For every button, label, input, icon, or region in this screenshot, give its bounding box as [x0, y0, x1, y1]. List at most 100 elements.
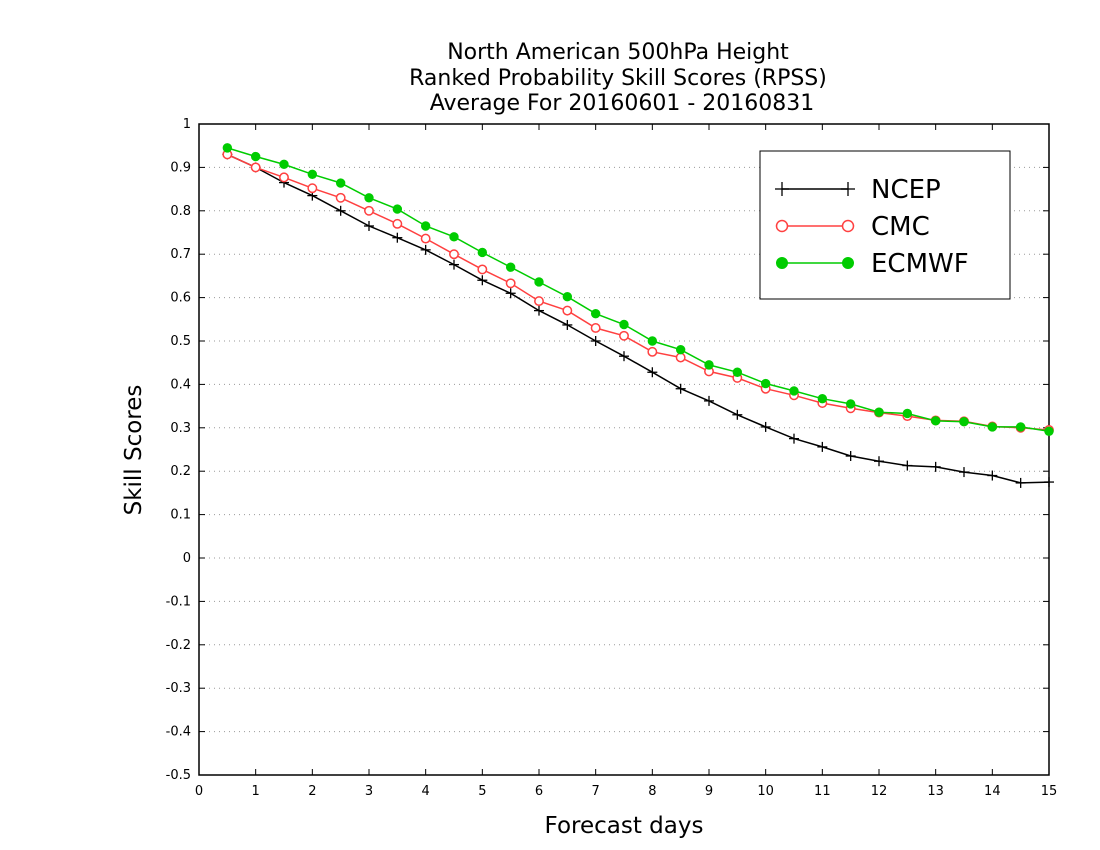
data-point-cmc: [392, 218, 403, 229]
legend-item-ecmwf: ECMWF: [776, 249, 969, 279]
data-point-ecmwf: [562, 292, 573, 302]
y-tick-label: -0.1: [166, 594, 191, 609]
data-point-ncep: [1015, 477, 1026, 488]
y-tick-label: 0.1: [170, 508, 191, 523]
data-point-ncep: [959, 467, 969, 478]
legend-item-ncep: NCEP: [775, 175, 941, 205]
series-line-ecmwf: [227, 147, 1050, 433]
data-point-ncep: [789, 433, 799, 444]
legend-label: CMC: [871, 212, 930, 242]
data-point-ecmwf: [675, 344, 686, 355]
y-tick-label: 0.3: [170, 421, 191, 436]
data-point-ncep: [392, 232, 403, 243]
data-point-ncep: [845, 451, 856, 462]
y-tick-label: 0.4: [170, 377, 191, 392]
data-point-ecmwf: [732, 367, 743, 377]
data-point-ncep: [930, 461, 941, 472]
y-tick-label: 0.2: [170, 464, 191, 479]
data-point-ncep: [732, 409, 743, 420]
data-point-ncep: [619, 351, 629, 362]
data-point-ecmwf: [279, 159, 289, 170]
data-point-ecmwf: [1015, 422, 1026, 432]
x-tick-label: 13: [927, 784, 944, 799]
x-tick-label: 14: [984, 784, 1001, 799]
data-point-ecmwf: [959, 417, 969, 427]
data-point-ecmwf: [845, 399, 856, 409]
x-tick-label: 11: [814, 784, 831, 799]
y-tick-label: 0.7: [170, 247, 191, 262]
data-point-cmc: [449, 249, 459, 260]
x-tick-label: 12: [871, 784, 888, 799]
plot-frame: [198, 123, 1050, 776]
chart-title: North American 500hPa Height Ranked Prob…: [409, 40, 827, 116]
legend-box: [759, 150, 1011, 300]
x-tick-label: 9: [705, 784, 713, 799]
data-point-ecmwf: [817, 394, 828, 404]
chart-title-line-1: North American 500hPa Height: [447, 40, 789, 65]
data-point-ncep: [505, 288, 516, 299]
x-tick-label: 6: [535, 784, 543, 799]
x-tick-label: 2: [308, 784, 316, 799]
data-point-ncep: [647, 367, 658, 378]
data-point-cmc: [647, 346, 658, 357]
data-point-ncep: [704, 395, 714, 406]
y-tick-label: 0.8: [170, 204, 191, 219]
data-point-cmc: [477, 264, 488, 275]
legend-label: NCEP: [871, 175, 941, 205]
data-point-cmc: [534, 296, 544, 307]
data-point-ecmwf: [449, 232, 459, 242]
data-point-ncep: [477, 275, 488, 286]
y-tick-label: -0.3: [166, 681, 191, 696]
data-point-ecmwf: [987, 422, 998, 432]
data-point-ecmwf: [776, 257, 788, 269]
data-point-cmc: [505, 278, 516, 289]
data-point-ecmwf: [364, 193, 374, 203]
series-ncep: [222, 149, 1054, 488]
data-point-ecmwf: [760, 378, 771, 389]
data-point-ecmwf: [704, 360, 714, 370]
data-point-ncep: [534, 305, 544, 316]
series-ecmwf: [222, 143, 1054, 436]
data-point-ecmwf: [842, 257, 854, 269]
data-point-cmc: [307, 183, 318, 194]
data-point-ecmwf: [392, 204, 403, 214]
y-tick-label: -0.5: [166, 768, 191, 783]
data-point-ncep: [874, 456, 884, 467]
data-point-ncep: [1044, 477, 1054, 488]
data-point-ncep: [562, 319, 573, 330]
y-tick-label: 0: [183, 551, 191, 566]
data-point-cmc: [335, 192, 346, 203]
data-series: [222, 143, 1054, 488]
y-tick-label: 0.9: [170, 160, 191, 175]
data-point-ecmwf: [534, 277, 544, 287]
x-tick-label: 1: [252, 784, 260, 799]
data-point-ecmwf: [505, 262, 516, 272]
data-point-cmc: [250, 162, 261, 173]
data-point-ncep: [902, 460, 913, 471]
x-tick-label: 8: [648, 784, 656, 799]
data-point-ecmwf: [1044, 426, 1054, 436]
data-point-ecmwf: [420, 221, 431, 231]
data-point-ncep: [335, 205, 346, 216]
data-point-ecmwf: [874, 407, 884, 417]
data-point-ecmwf: [222, 143, 233, 153]
data-point-ncep: [987, 470, 998, 481]
data-point-cmc: [420, 233, 431, 244]
data-point-ecmwf: [619, 319, 629, 330]
data-point-ncep: [590, 336, 601, 346]
data-point-ecmwf: [647, 336, 658, 346]
data-point-ncep: [364, 220, 374, 231]
chart-title-line-2: Ranked Probability Skill Scores (RPSS): [409, 66, 827, 91]
data-point-ecmwf: [307, 169, 318, 180]
data-point-cmc: [619, 330, 629, 341]
x-tick-label: 15: [1041, 784, 1058, 799]
data-point-ecmwf: [250, 151, 261, 162]
data-point-cmc: [590, 323, 601, 333]
x-tick-label: 7: [592, 784, 600, 799]
data-point-ecmwf: [335, 178, 346, 188]
data-point-cmc: [364, 205, 374, 216]
x-tick-label: 5: [478, 784, 486, 799]
data-point-ncep: [420, 244, 431, 255]
data-point-ecmwf: [789, 386, 799, 396]
